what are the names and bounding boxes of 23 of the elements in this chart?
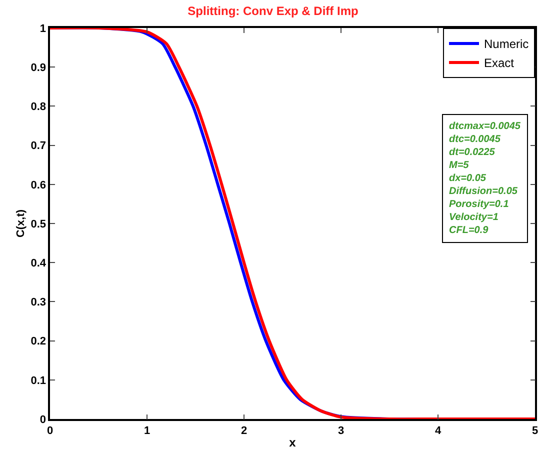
y-tick-label: 0.6 [30, 179, 46, 192]
line-series [50, 28, 535, 419]
x-tick-label: 3 [338, 424, 344, 437]
legend-label: Exact [484, 56, 515, 70]
legend-label: Numeric [484, 37, 529, 52]
y-tick-label: 0.7 [30, 140, 46, 152]
x-tick-label: 4 [434, 424, 442, 437]
x-axis-title: x [289, 435, 296, 450]
y-tick-label: 0.1 [30, 374, 46, 387]
y-tick-label: 0.2 [30, 336, 46, 348]
y-tick-label: 0.5 [30, 218, 46, 230]
y-tick-label: 0.9 [30, 62, 46, 74]
chart-title: Splitting: Conv Exp & Diff Imp [188, 4, 358, 18]
y-tick-label: 0 [40, 414, 46, 426]
y-axis-title: C(x,t) [14, 209, 27, 238]
text: dtcmax=0.0045 dtc=0.0045 dt=0.0225 M=5 dx=0.05 Diffusion=0.05 Porosity=0.1 Velocity=1 CFL=0.9 [449, 121, 520, 236]
x-tick-label: 5 [532, 424, 538, 437]
y-tick-label: 1 [40, 22, 46, 35]
y-tick-label: 0.3 [30, 296, 46, 309]
x-tick-label: 2 [240, 424, 248, 437]
y-tick-label: 0.4 [30, 257, 47, 270]
y-tick-label: 0.8 [30, 101, 46, 114]
x-tick-label: 1 [144, 424, 150, 437]
